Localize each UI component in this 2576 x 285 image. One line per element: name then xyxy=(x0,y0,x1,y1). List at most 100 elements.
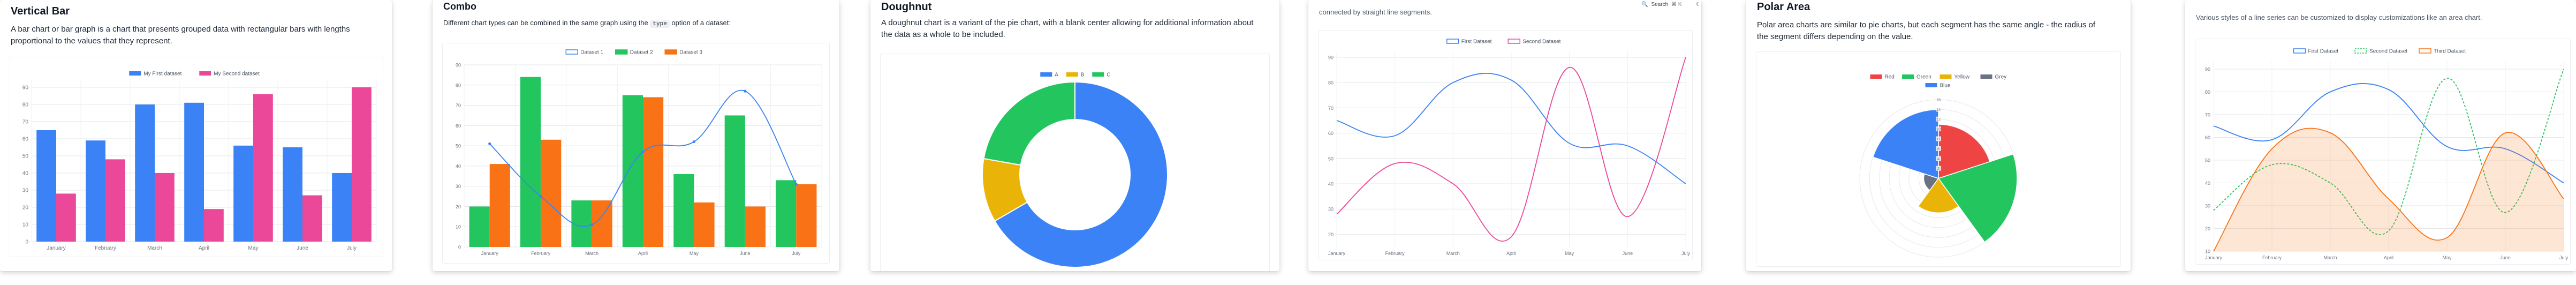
bar-1 xyxy=(184,102,204,242)
y-tick-label: 20 xyxy=(456,204,461,209)
y-tick-label: 40 xyxy=(1328,182,1334,187)
combo-bar-3 xyxy=(796,184,817,247)
combo-line-point xyxy=(744,89,747,93)
doughnut-card: Doughnut A doughnut chart is a variant o… xyxy=(870,0,1279,271)
polar-tick-bg xyxy=(1936,136,1941,141)
combo-line-point xyxy=(488,142,491,145)
x-tick-label: June xyxy=(2500,255,2511,260)
bar-1 xyxy=(135,104,155,242)
y-tick-label: 50 xyxy=(22,154,29,160)
y-tick-label: 90 xyxy=(22,85,29,91)
x-tick-label: March xyxy=(2323,255,2337,260)
bar-1 xyxy=(332,173,352,242)
polar-tick-bg xyxy=(1936,156,1941,161)
x-tick-label: May xyxy=(2442,255,2452,260)
doughnut-slice-A xyxy=(994,81,1168,268)
search-shortcut: ⌘ K xyxy=(1671,1,1682,8)
y-tick-label: 70 xyxy=(2205,112,2210,118)
legend-swatch xyxy=(2419,48,2431,54)
polar-card: Polar Area Polar area charts are similar… xyxy=(1746,0,2131,271)
legend-swatch xyxy=(1040,72,1052,77)
legend-label: Second Dataset xyxy=(2369,49,2407,55)
line-styles-card: Various styles of a line series can be c… xyxy=(2185,0,2576,271)
combo-line-point xyxy=(794,183,798,186)
polar-segment-yellow xyxy=(1918,177,1959,213)
y-tick-label: 40 xyxy=(2205,181,2210,186)
combo-description-text: Different chart types can be combined in… xyxy=(443,19,648,27)
x-tick-label: January xyxy=(1328,251,1346,256)
polar-title: Polar Area xyxy=(1757,1,1810,13)
theme-toggle[interactable]: ☾ xyxy=(1696,0,1701,9)
polar-tick-label: 16 xyxy=(1936,98,1941,102)
polar-tick-label: 14 xyxy=(1936,107,1941,112)
legend-swatch xyxy=(1092,72,1104,77)
combo-line-point xyxy=(692,140,696,144)
legend-label: Dataset 3 xyxy=(679,50,702,56)
line-chart: First Dataset Second Dataset 20 30 40 50 60 70 8… xyxy=(1328,39,1690,256)
x-tick-label: January xyxy=(2205,255,2223,260)
bar-1 xyxy=(233,145,253,242)
search-bar[interactable]: 🔍 Search ⌘ K xyxy=(1641,0,1682,9)
doughnut-title: Doughnut xyxy=(881,1,932,13)
polar-description: Polar area charts are similar to pie cha… xyxy=(1757,20,2095,41)
polar-tick-label: 6 xyxy=(1937,146,1939,151)
line-styles-chart-container: First Dataset Second Dataset Third Dataset… xyxy=(2195,39,2571,265)
legend-label: Grey xyxy=(1995,74,2007,80)
legend-swatch xyxy=(1939,74,1952,79)
y-tick-label: 70 xyxy=(22,119,29,125)
line-styles-chart: First Dataset Second Dataset Third Dataset… xyxy=(2205,48,2568,260)
x-tick-label: March xyxy=(1446,251,1460,256)
y-tick-label: 60 xyxy=(22,137,29,142)
y-tick-label: 70 xyxy=(1328,106,1334,111)
y-tick-label: 60 xyxy=(2205,135,2210,140)
combo-bar-2 xyxy=(673,174,694,247)
polar-tick-bg xyxy=(1936,126,1941,132)
line-style-series-1 xyxy=(2213,83,2564,184)
polar-segment-green xyxy=(1937,153,2018,243)
moon-icon: ☾ xyxy=(1696,1,1701,8)
bar-2 xyxy=(155,173,175,242)
polar-tick-bg xyxy=(1936,166,1941,171)
polar-tick-label: 4 xyxy=(1937,156,1939,161)
polar-tick-label: 10 xyxy=(1936,127,1941,132)
combo-line-point xyxy=(539,194,542,198)
x-tick-label: January xyxy=(481,251,499,256)
legend-swatch xyxy=(129,71,141,76)
legend-swatch xyxy=(1925,83,1937,87)
combo-bar-2 xyxy=(622,95,643,247)
y-tick-label: 20 xyxy=(22,205,29,211)
polar-tick-label: 12 xyxy=(1936,117,1941,122)
vertical-bar-card: Vertical Bar A bar chart or bar graph is… xyxy=(0,0,392,271)
x-tick-label: March xyxy=(585,251,598,256)
y-tick-label: 10 xyxy=(2205,249,2210,254)
y-tick-label: 80 xyxy=(1328,80,1334,86)
bar-2 xyxy=(352,87,372,242)
line-styles-description: Various styles of a line series can be c… xyxy=(2196,13,2482,21)
legend-swatch xyxy=(1507,39,1520,44)
polar-tick-bg xyxy=(1936,107,1941,112)
doughnut-description: A doughnut chart is a variant of the pie… xyxy=(881,18,1254,39)
y-tick-label: 10 xyxy=(22,222,29,228)
combo-bar-3 xyxy=(592,200,612,247)
legend-label: Green xyxy=(1916,74,1931,80)
y-tick-label: 30 xyxy=(1328,207,1334,212)
line-card: connected by straight line segments. Fir… xyxy=(1308,0,1701,271)
bar-1 xyxy=(36,130,56,242)
doughnut-slice-C xyxy=(983,81,1075,166)
x-tick-label: June xyxy=(297,245,308,251)
combo-line-point xyxy=(641,150,645,154)
legend-label: Second Dataset xyxy=(1522,39,1560,45)
polar-segment-blue xyxy=(1872,109,1939,179)
legend-label: Yellow xyxy=(1954,74,1970,80)
x-tick-label: February xyxy=(531,251,551,256)
y-tick-label: 30 xyxy=(2205,204,2210,209)
y-tick-label: 0 xyxy=(25,239,28,245)
polar-chart-container: Red Green Yellow Grey Blue 2 4 6 8 10 12 14 16 xyxy=(1756,51,2121,267)
legend-label: My First dataset xyxy=(143,71,181,77)
legend-label: Red xyxy=(1885,74,1895,80)
legend-label: First Dataset xyxy=(2308,49,2339,55)
x-tick-label: May xyxy=(248,245,259,251)
line-style-series-3 xyxy=(2213,128,2564,252)
polar-tick-bg xyxy=(1936,97,1941,102)
line-series-2 xyxy=(1336,57,1686,242)
